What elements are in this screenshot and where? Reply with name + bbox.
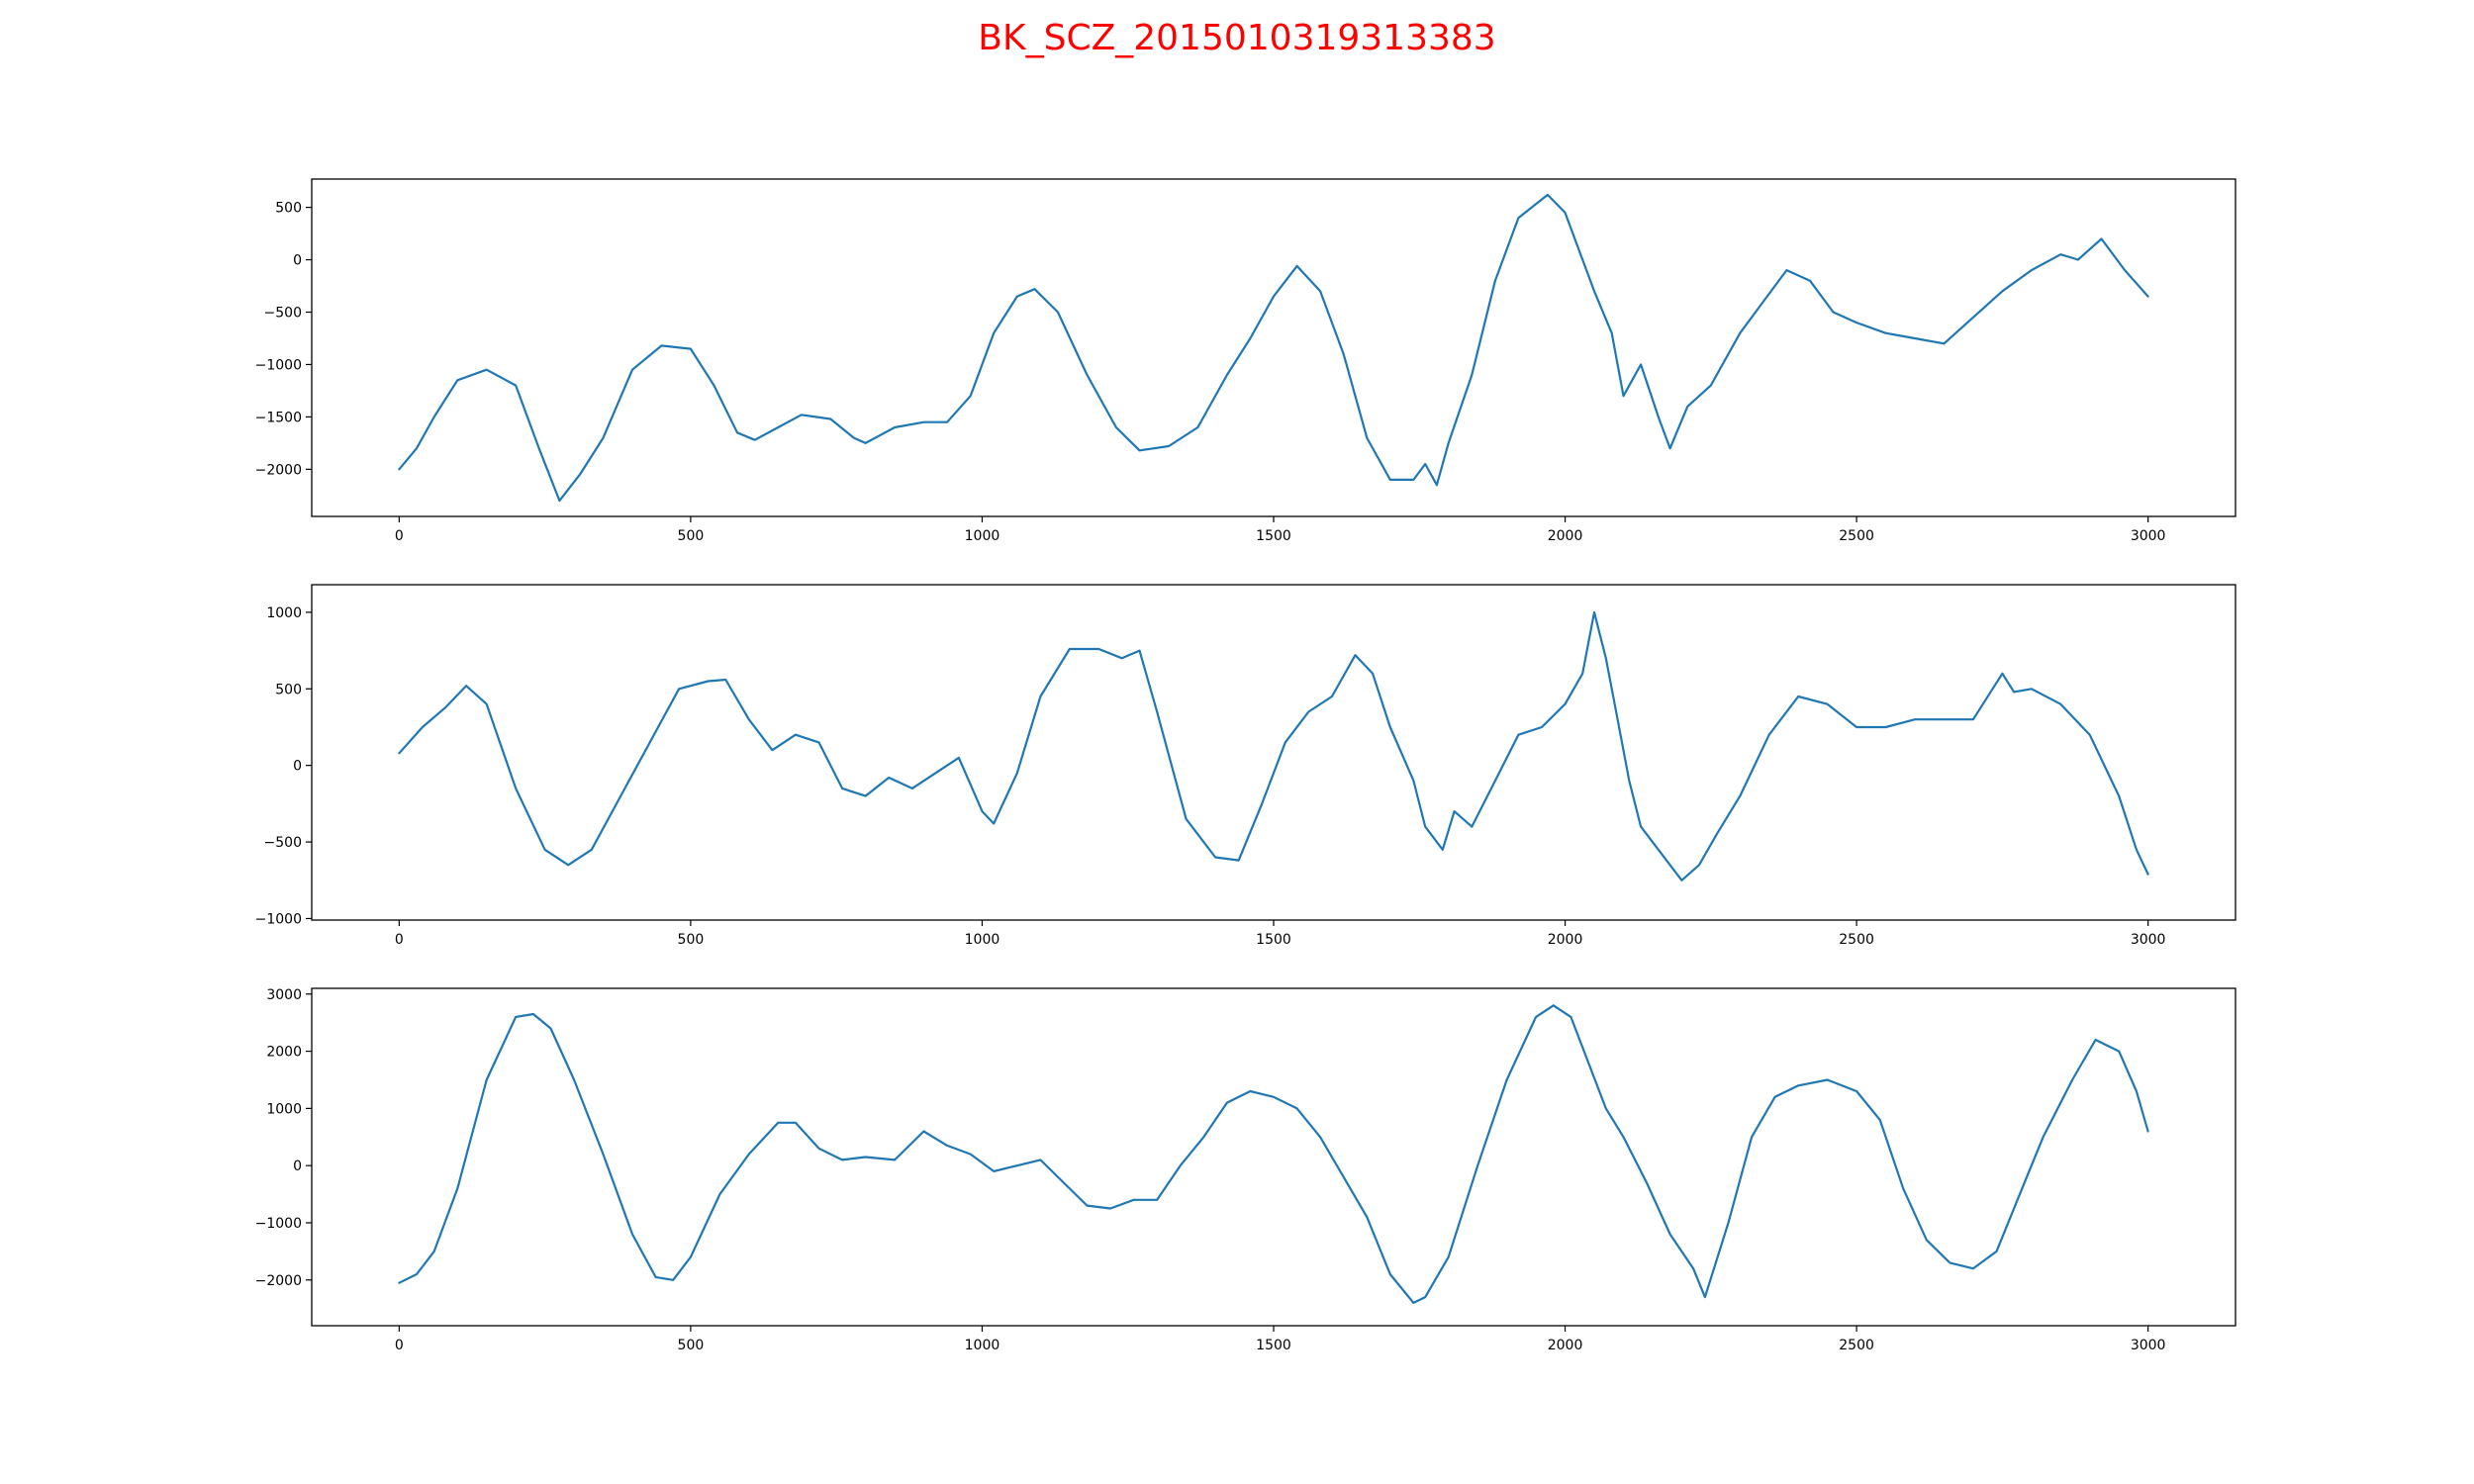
subplot-2: 0 500 1000 1500 2000 2500 3000 −1000 −500 0 500 100… — [255, 584, 2236, 948]
y-tick-label: 3000 — [266, 987, 302, 1003]
x-tick-label: 2500 — [1839, 528, 1874, 544]
y-tick-label: −500 — [264, 305, 302, 321]
series-line — [398, 610, 2149, 881]
x-tick-label: 2000 — [1548, 1338, 1583, 1353]
subplot-1: 0 500 1000 1500 2000 2500 3000 −2000 −1500 −1000 −… — [255, 178, 2236, 544]
axes-frame — [311, 178, 2236, 517]
y-tick-label: 1000 — [266, 605, 302, 621]
y-tick-label: −2000 — [255, 462, 302, 478]
y-tick-label: −1000 — [255, 1216, 302, 1232]
x-tick-label: 3000 — [2131, 1338, 2166, 1353]
y-tick-label: 0 — [293, 253, 302, 269]
x-tick-label: 2500 — [1839, 932, 1874, 948]
x-tick-label: 3000 — [2131, 528, 2166, 544]
x-tick-label: 2000 — [1548, 528, 1583, 544]
x-tick-label: 1000 — [965, 1338, 1000, 1353]
x-tick-label: 500 — [678, 528, 705, 544]
x-tick-label: 3000 — [2131, 932, 2166, 948]
figure-title: BK_SCZ_2015010319313383 — [978, 18, 1496, 58]
x-tick-label: 1000 — [965, 528, 1000, 544]
y-tick-label: 0 — [293, 1159, 302, 1174]
y-tick-label: 500 — [275, 201, 302, 217]
x-tick-label: 1500 — [1256, 528, 1291, 544]
y-tick-label: −500 — [264, 835, 302, 851]
y-tick-label: 0 — [293, 759, 302, 775]
subplot-3: 0 500 1000 1500 2000 2500 3000 −2000 −1000 0 1000 2… — [255, 987, 2236, 1353]
x-tick-label: 0 — [395, 932, 404, 948]
x-tick-label: 500 — [678, 1338, 705, 1353]
x-tick-label: 0 — [395, 1338, 404, 1353]
y-tick-label: −1000 — [255, 357, 302, 373]
series-line — [398, 193, 2149, 503]
x-tick-label: 0 — [395, 528, 404, 544]
axes-frame — [311, 584, 2236, 921]
y-tick-label: −1000 — [255, 911, 302, 927]
x-tick-label: 500 — [678, 932, 705, 948]
x-tick-label: 1000 — [965, 932, 1000, 948]
y-tick-label: 1000 — [266, 1101, 302, 1117]
y-tick-label: 2000 — [266, 1045, 302, 1061]
y-tick-label: 500 — [275, 682, 302, 697]
y-tick-label: −2000 — [255, 1273, 302, 1289]
y-tick-label: −1500 — [255, 410, 302, 425]
axes-frame — [311, 987, 2236, 1327]
x-tick-label: 2000 — [1548, 932, 1583, 948]
x-tick-label: 1500 — [1256, 932, 1291, 948]
series-line — [398, 1004, 2149, 1304]
x-tick-label: 1500 — [1256, 1338, 1291, 1353]
x-tick-label: 2500 — [1839, 1338, 1874, 1353]
